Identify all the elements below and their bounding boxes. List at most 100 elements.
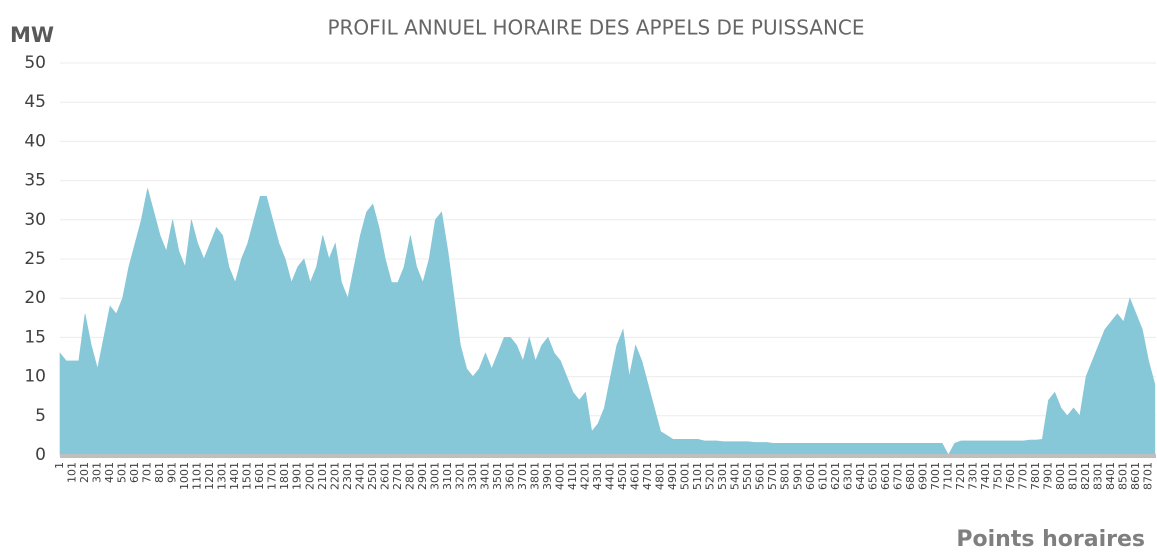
x-tick-label: 7601 bbox=[1004, 462, 1017, 490]
x-tick-label: 3701 bbox=[516, 462, 529, 490]
x-tick-label: 7001 bbox=[929, 462, 942, 490]
chart-title: PROFIL ANNUEL HORAIRE DES APPELS DE PUIS… bbox=[327, 16, 864, 40]
x-tick-label: 301 bbox=[91, 462, 104, 483]
x-tick-label: 1601 bbox=[253, 462, 266, 490]
x-tick-label: 1101 bbox=[191, 462, 204, 490]
x-tick-label: 6701 bbox=[891, 462, 904, 490]
x-tick-label: 5001 bbox=[679, 462, 692, 490]
x-tick-label: 6001 bbox=[804, 462, 817, 490]
x-tick-label: 7801 bbox=[1029, 462, 1042, 490]
x-tick-label: 3001 bbox=[428, 462, 441, 490]
x-tick-label: 3601 bbox=[503, 462, 516, 490]
x-tick-label: 3401 bbox=[478, 462, 491, 490]
x-tick-label: 8301 bbox=[1092, 462, 1105, 490]
x-tick-label: 8601 bbox=[1129, 462, 1142, 490]
x-tick-label: 7401 bbox=[979, 462, 992, 490]
x-tick-label: 101 bbox=[66, 462, 79, 483]
x-tick-label: 4501 bbox=[616, 462, 629, 490]
x-tick-label: 8201 bbox=[1079, 462, 1092, 490]
x-tick-label: 201 bbox=[78, 462, 91, 483]
x-tick-label: 2101 bbox=[316, 462, 329, 490]
y-tick-label: 10 bbox=[24, 367, 46, 387]
y-tick-label: 20 bbox=[24, 288, 46, 308]
y-tick-label: 40 bbox=[24, 131, 46, 151]
x-tick-label: 7301 bbox=[966, 462, 979, 490]
x-tick-label: 4401 bbox=[604, 462, 617, 490]
x-tick-label: 2801 bbox=[403, 462, 416, 490]
x-tick-label: 4101 bbox=[566, 462, 579, 490]
x-tick-label: 8401 bbox=[1104, 462, 1117, 490]
x-tick-label: 1 bbox=[53, 462, 66, 469]
x-tick-label: 5501 bbox=[741, 462, 754, 490]
y-tick-label: 15 bbox=[24, 327, 46, 347]
x-tick-label: 2701 bbox=[391, 462, 404, 490]
x-tick-label: 6901 bbox=[916, 462, 929, 490]
x-tick-label: 2001 bbox=[303, 462, 316, 490]
x-tick-label: 5401 bbox=[729, 462, 742, 490]
x-tick-label: 4701 bbox=[641, 462, 654, 490]
x-tick-label: 2901 bbox=[416, 462, 429, 490]
x-tick-label: 1001 bbox=[178, 462, 191, 490]
y-tick-label: 0 bbox=[35, 445, 46, 465]
x-tick-label: 501 bbox=[116, 462, 129, 483]
x-tick-label: 8501 bbox=[1117, 462, 1130, 490]
y-tick-label: 45 bbox=[24, 92, 46, 112]
x-tick-label: 7701 bbox=[1016, 462, 1029, 490]
x-tick-label: 401 bbox=[103, 462, 116, 483]
x-tick-label: 1701 bbox=[266, 462, 279, 490]
x-tick-label: 1801 bbox=[278, 462, 291, 490]
x-tick-label: 8101 bbox=[1067, 462, 1080, 490]
x-tick-label: 6101 bbox=[816, 462, 829, 490]
x-tick-label: 3101 bbox=[441, 462, 454, 490]
x-tick-label: 7901 bbox=[1042, 462, 1055, 490]
x-tick-label: 2201 bbox=[328, 462, 341, 490]
x-tick-label: 2401 bbox=[353, 462, 366, 490]
x-tick-label: 3801 bbox=[528, 462, 541, 490]
y-axis-label: MW bbox=[10, 23, 54, 47]
x-tick-label: 3201 bbox=[453, 462, 466, 490]
x-tick-label: 5701 bbox=[766, 462, 779, 490]
y-tick-label: 50 bbox=[24, 53, 46, 73]
x-tick-label: 2601 bbox=[378, 462, 391, 490]
x-tick-label: 6501 bbox=[866, 462, 879, 490]
x-tick-label: 5801 bbox=[779, 462, 792, 490]
x-tick-label: 2501 bbox=[366, 462, 379, 490]
x-tick-label: 1201 bbox=[203, 462, 216, 490]
x-tick-label: 5101 bbox=[691, 462, 704, 490]
x-tick-label: 6601 bbox=[879, 462, 892, 490]
x-tick-label: 3901 bbox=[541, 462, 554, 490]
x-tick-label: 5301 bbox=[716, 462, 729, 490]
x-tick-label: 5601 bbox=[754, 462, 767, 490]
x-tick-label: 1901 bbox=[291, 462, 304, 490]
x-tick-label: 901 bbox=[166, 462, 179, 483]
x-tick-label: 4801 bbox=[654, 462, 667, 490]
x-tick-label: 4201 bbox=[579, 462, 592, 490]
x-tick-label: 6301 bbox=[841, 462, 854, 490]
x-tick-label: 5901 bbox=[791, 462, 804, 490]
x-tick-label: 601 bbox=[128, 462, 141, 483]
x-tick-label: 7501 bbox=[991, 462, 1004, 490]
x-tick-label: 7101 bbox=[941, 462, 954, 490]
x-tick-label: 1401 bbox=[228, 462, 241, 490]
x-axis-label: Points horaires bbox=[956, 527, 1145, 552]
y-tick-label: 5 bbox=[35, 406, 46, 426]
x-tick-label: 5201 bbox=[704, 462, 717, 490]
y-tick-label: 35 bbox=[24, 171, 46, 191]
x-tick-label: 4601 bbox=[629, 462, 642, 490]
x-tick-label: 4901 bbox=[666, 462, 679, 490]
x-tick-label: 801 bbox=[153, 462, 166, 483]
x-tick-label: 6201 bbox=[829, 462, 842, 490]
x-tick-label: 6801 bbox=[904, 462, 917, 490]
x-tick-label: 7201 bbox=[954, 462, 967, 490]
x-tick-label: 1501 bbox=[241, 462, 254, 490]
x-tick-label: 4301 bbox=[591, 462, 604, 490]
y-tick-label: 30 bbox=[24, 210, 46, 230]
x-tick-label: 3301 bbox=[466, 462, 479, 490]
x-tick-label: 701 bbox=[141, 462, 154, 483]
x-tick-label: 8001 bbox=[1054, 462, 1067, 490]
x-tick-label: 6401 bbox=[854, 462, 867, 490]
x-tick-label: 1301 bbox=[216, 462, 229, 490]
x-tick-label: 3501 bbox=[491, 462, 504, 490]
area bbox=[59, 188, 1156, 456]
